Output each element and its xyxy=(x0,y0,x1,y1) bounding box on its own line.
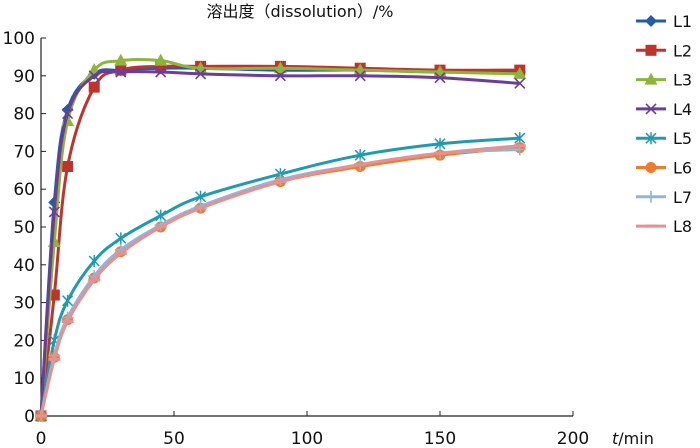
y-tick-label: 70 xyxy=(13,142,35,162)
data-point xyxy=(434,72,446,84)
data-point xyxy=(62,108,74,120)
data-point xyxy=(115,66,127,78)
data-point xyxy=(155,60,167,72)
series-line xyxy=(39,136,520,417)
y-tick-label: 30 xyxy=(13,294,35,314)
x-axis-unit: /min xyxy=(618,429,654,448)
legend-item-L4: L4 xyxy=(636,100,692,119)
series-L2 xyxy=(35,60,526,422)
legend-label: L2 xyxy=(673,41,692,60)
data-point xyxy=(88,81,100,93)
data-point xyxy=(513,66,527,79)
y-tick-label: 0 xyxy=(24,407,35,427)
legend-swatch-marker xyxy=(645,103,657,115)
data-point xyxy=(114,53,128,66)
y-tick-label: 100 xyxy=(3,29,35,49)
data-point xyxy=(155,66,167,78)
data-point xyxy=(154,53,168,66)
legend-swatch-marker xyxy=(645,44,657,56)
series-line xyxy=(39,66,520,417)
series-line xyxy=(39,144,520,417)
data-point xyxy=(62,161,74,173)
legend-item-L2: L2 xyxy=(636,41,692,60)
legend-swatch-marker xyxy=(645,132,657,145)
data-point xyxy=(62,294,74,307)
legend-label: L8 xyxy=(673,217,692,236)
series-line xyxy=(39,146,520,417)
legend-item-L1: L1 xyxy=(636,12,692,31)
series-L3 xyxy=(34,53,527,421)
legend-item-L7: L7 xyxy=(636,188,692,207)
data-point xyxy=(88,70,100,82)
legend: L1 L2 L3 L4 L5 L6 L7 L8 xyxy=(636,12,692,236)
legend-swatch-marker xyxy=(645,15,657,27)
x-tick-label: 0 xyxy=(36,429,47,448)
legend-label: L6 xyxy=(673,159,692,178)
plot-area xyxy=(34,53,527,422)
y-tick-label: 40 xyxy=(13,256,35,276)
legend-label: L7 xyxy=(673,188,692,207)
y-tick-label: 60 xyxy=(13,180,35,200)
legend-label: L1 xyxy=(673,12,692,31)
y-tick-label: 20 xyxy=(13,331,35,351)
legend-swatch-marker xyxy=(645,190,657,203)
legend-item-L8: L8 xyxy=(636,217,692,236)
legend-label: L3 xyxy=(673,71,692,90)
y-tick-label: 10 xyxy=(13,369,35,389)
legend-swatch-marker xyxy=(645,162,657,173)
legend-item-L6: L6 xyxy=(636,159,692,178)
series-L7 xyxy=(35,143,526,422)
legend-swatch-marker xyxy=(644,72,658,85)
data-point xyxy=(274,70,286,82)
x-tick-label: 100 xyxy=(291,429,323,448)
legend-item-L3: L3 xyxy=(636,71,692,90)
y-tick-label: 50 xyxy=(13,218,35,238)
x-axis-label: t/min xyxy=(612,429,654,448)
data-point xyxy=(48,289,60,301)
x-tick-label: 150 xyxy=(424,429,456,448)
series-line xyxy=(39,69,520,417)
y-tick-label: 80 xyxy=(13,105,35,125)
series-L1 xyxy=(35,62,526,422)
series-line xyxy=(39,64,520,417)
legend-item-L5: L5 xyxy=(636,129,692,148)
data-point xyxy=(48,206,60,218)
axes xyxy=(40,38,573,417)
data-point xyxy=(514,77,526,89)
x-tick-label: 200 xyxy=(557,429,589,448)
ticks: 0 10 20 30 40 50 60 70 80 90 100 0 50 100 150 200 xyxy=(3,29,590,448)
legend-label: L4 xyxy=(673,100,692,119)
data-point xyxy=(115,64,127,76)
y-tick-label: 90 xyxy=(13,67,35,87)
series-L8 xyxy=(35,144,526,418)
data-point xyxy=(88,255,100,268)
data-point xyxy=(273,61,287,74)
series-line xyxy=(39,148,520,417)
legend-label: L5 xyxy=(673,129,692,148)
data-point xyxy=(354,70,366,82)
x-axis-var: t xyxy=(612,429,619,448)
series-L4 xyxy=(35,66,526,422)
data-point xyxy=(195,68,207,80)
x-tick-label: 50 xyxy=(163,429,185,448)
data-point xyxy=(115,232,127,245)
chart-title: 溶出度（dissolution）/% xyxy=(207,2,394,21)
series-line xyxy=(39,58,520,417)
